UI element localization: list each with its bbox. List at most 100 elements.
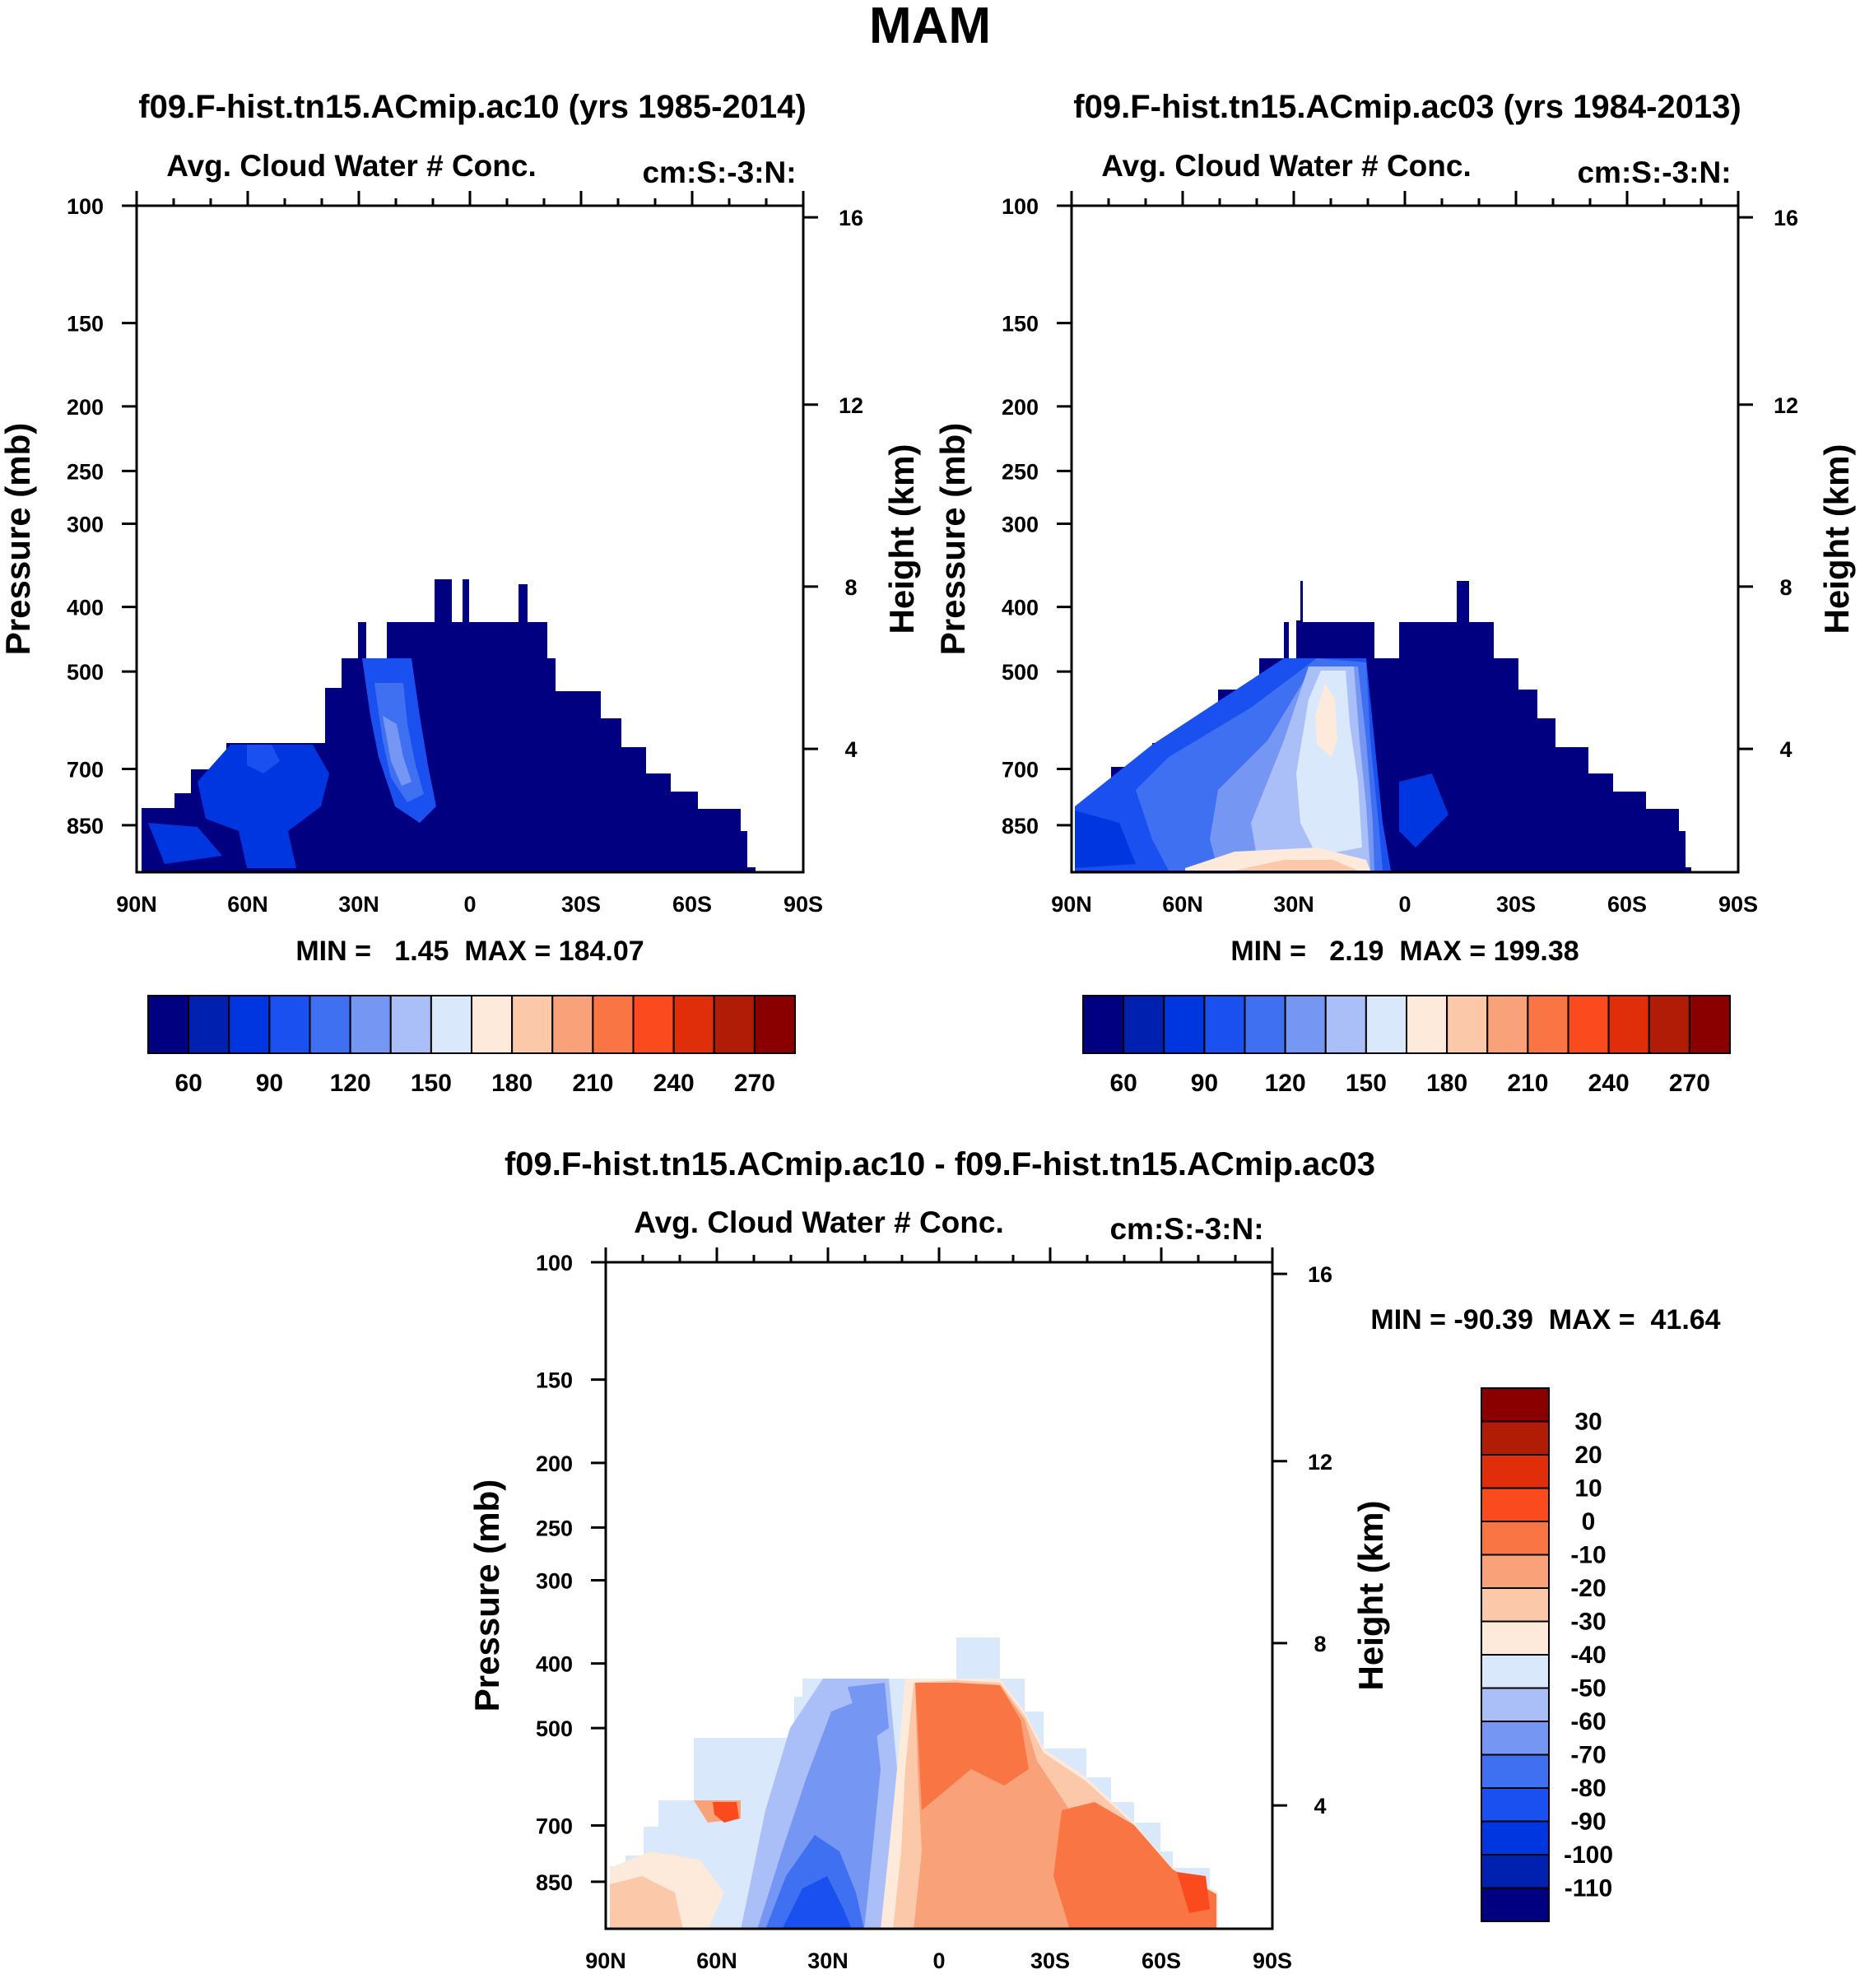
colorbar-box bbox=[1648, 995, 1690, 1054]
panel-1-contour-6 bbox=[148, 823, 222, 864]
colorbar-box bbox=[1481, 1620, 1550, 1656]
x-tick-label: 0 bbox=[463, 892, 476, 917]
colorbar-label: -20 bbox=[1570, 1575, 1606, 1602]
colorbar-label: 180 bbox=[1426, 1070, 1467, 1097]
colorbar-box bbox=[1082, 995, 1125, 1054]
colorbar-label: -70 bbox=[1570, 1742, 1606, 1769]
y2-tick-label: 12 bbox=[1774, 393, 1798, 418]
colorbar-box bbox=[1481, 1887, 1550, 1922]
y-tick-label: 400 bbox=[1002, 596, 1039, 620]
colorbar-box bbox=[1284, 995, 1327, 1054]
y2-tick-label: 8 bbox=[1314, 1632, 1326, 1656]
x-tick-label: 60S bbox=[672, 892, 712, 917]
panel-3-pos-contour-2 bbox=[610, 1876, 683, 1930]
colorbar-box bbox=[1481, 1721, 1550, 1756]
y-tick-label: 250 bbox=[1002, 459, 1039, 484]
colorbar-box bbox=[1481, 1687, 1550, 1722]
panel-2-y-axis-label: Pressure (mb) bbox=[933, 423, 972, 655]
y-tick-label: 200 bbox=[536, 1452, 573, 1476]
colorbar-box bbox=[349, 995, 392, 1054]
x-tick-label: 60S bbox=[1142, 1949, 1181, 1973]
panel-3: f09.F-hist.tn15.ACmip.ac10 - f09.F-hist.… bbox=[467, 1146, 1721, 1973]
colorbar-box bbox=[1365, 995, 1407, 1054]
colorbar-label: -10 bbox=[1570, 1542, 1606, 1569]
figure-title: MAM bbox=[869, 0, 991, 54]
panel-2-colorbar bbox=[1082, 995, 1731, 1054]
panel-3-pos-contour-8 bbox=[1177, 1872, 1210, 1913]
colorbar-label: -100 bbox=[1564, 1842, 1613, 1869]
x-tick-label: 30N bbox=[807, 1949, 849, 1973]
x-tick-label: 90S bbox=[784, 892, 823, 917]
y2-tick-label: 4 bbox=[844, 737, 857, 762]
panel-1-subtitle-left: Avg. Cloud Water # Conc. bbox=[166, 149, 537, 183]
colorbar-label: -30 bbox=[1570, 1609, 1606, 1636]
colorbar-label: 210 bbox=[1507, 1070, 1548, 1097]
colorbar-box bbox=[1607, 995, 1650, 1054]
colorbar-box bbox=[471, 995, 514, 1054]
panel-2: f09.F-hist.tn15.ACmip.ac03 (yrs 1984-201… bbox=[933, 89, 1856, 1097]
panel-2-min-max: MIN = 2.19 MAX = 199.38 bbox=[1230, 936, 1579, 967]
panel-1-colorbar bbox=[147, 995, 796, 1054]
colorbar-label: -80 bbox=[1570, 1775, 1606, 1802]
panel-3-x-tick-labels: 90N 60N 30N 0 30S 60S 90S bbox=[585, 1949, 1292, 1973]
x-tick-label: 60N bbox=[227, 892, 268, 917]
colorbar-box bbox=[1481, 1521, 1550, 1556]
y-tick-label: 200 bbox=[1002, 395, 1039, 420]
colorbar-label: 180 bbox=[491, 1070, 532, 1097]
colorbar-box bbox=[592, 995, 635, 1054]
colorbar-box bbox=[1486, 995, 1529, 1054]
x-tick-label: 90N bbox=[116, 892, 157, 917]
colorbar-label: 240 bbox=[653, 1070, 695, 1097]
colorbar-label: 210 bbox=[572, 1070, 613, 1097]
colorbar-box bbox=[1123, 995, 1165, 1054]
y-tick-label: 850 bbox=[536, 1870, 573, 1895]
y-tick-label: 150 bbox=[67, 312, 104, 337]
panel-2-subtitle-left: Avg. Cloud Water # Conc. bbox=[1101, 149, 1472, 183]
panel-1-contour-1 bbox=[198, 745, 329, 868]
colorbar-label: 240 bbox=[1588, 1070, 1630, 1097]
x-tick-label: 60N bbox=[1162, 892, 1203, 917]
panel-3-min-max: MIN = -90.39 MAX = 41.64 bbox=[1370, 1304, 1720, 1335]
y-tick-label: 500 bbox=[1002, 660, 1039, 685]
y2-tick-label: 8 bbox=[844, 575, 857, 600]
panel-2-y-ticks: 100 150 200 250 300 400 500 700 850 bbox=[1002, 194, 1072, 838]
panel-1-colorbar-labels: 60 90 120 150 180 210 240 270 bbox=[174, 1070, 774, 1097]
panel-1: f09.F-hist.tn15.ACmip.ac10 (yrs 1985-201… bbox=[0, 89, 921, 1097]
x-tick-label: 30S bbox=[1030, 1949, 1070, 1973]
colorbar-label: 120 bbox=[330, 1070, 371, 1097]
colorbar-box bbox=[1481, 1554, 1550, 1589]
colorbar-box bbox=[1481, 1753, 1550, 1789]
panel-1-y2-ticks: 16 12 8 4 bbox=[803, 206, 863, 762]
y-tick-label: 400 bbox=[67, 596, 104, 620]
colorbar-label: 150 bbox=[411, 1070, 452, 1097]
y-tick-label: 150 bbox=[1002, 312, 1039, 337]
panel-3-pos-contour-6 bbox=[915, 1683, 1029, 1810]
colorbar-box bbox=[1406, 995, 1448, 1054]
x-tick-label: 30N bbox=[1273, 892, 1314, 917]
colorbar-box bbox=[1481, 1854, 1550, 1889]
y-tick-label: 850 bbox=[67, 814, 104, 838]
panel-1-contour-4 bbox=[383, 716, 412, 786]
colorbar-label: -60 bbox=[1570, 1708, 1606, 1735]
panel-3-neg-contour-5 bbox=[848, 1683, 889, 1744]
y-tick-label: 300 bbox=[1002, 512, 1039, 536]
colorbar-label: 120 bbox=[1265, 1070, 1306, 1097]
x-tick-label: 0 bbox=[932, 1949, 945, 1973]
y2-tick-label: 16 bbox=[1308, 1262, 1332, 1287]
colorbar-box bbox=[268, 995, 311, 1054]
colorbar-box bbox=[309, 995, 351, 1054]
y-tick-label: 100 bbox=[1002, 194, 1039, 219]
colorbar-box bbox=[188, 995, 230, 1054]
colorbar-box bbox=[1481, 1654, 1550, 1689]
x-tick-label: 60S bbox=[1607, 892, 1647, 917]
y-tick-label: 250 bbox=[67, 459, 104, 484]
y-tick-label: 700 bbox=[536, 1814, 573, 1839]
colorbar-box bbox=[1481, 1487, 1550, 1522]
panel-3-y-axis-label: Pressure (mb) bbox=[467, 1479, 506, 1712]
panel-1-min-max: MIN = 1.45 MAX = 184.07 bbox=[295, 936, 644, 967]
colorbar-label: 60 bbox=[174, 1070, 202, 1097]
panel-1-x-ticks-top bbox=[135, 191, 805, 206]
colorbar-box bbox=[1446, 995, 1489, 1054]
panel-3-pos-contour-7 bbox=[1053, 1802, 1216, 1930]
panel-2-contour-9 bbox=[1075, 811, 1136, 868]
